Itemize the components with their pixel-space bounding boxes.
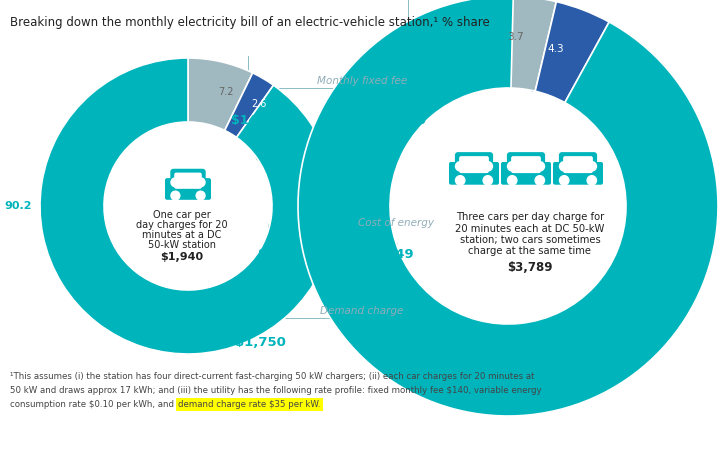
FancyBboxPatch shape xyxy=(449,162,499,185)
Text: $1,750: $1,750 xyxy=(235,336,285,349)
Wedge shape xyxy=(225,73,274,138)
FancyBboxPatch shape xyxy=(455,152,493,175)
FancyBboxPatch shape xyxy=(165,178,211,200)
Circle shape xyxy=(483,176,492,185)
Circle shape xyxy=(392,90,624,322)
Text: 50-kW station: 50-kW station xyxy=(148,240,216,250)
Circle shape xyxy=(456,162,465,171)
Text: One car per: One car per xyxy=(153,210,211,220)
Wedge shape xyxy=(40,58,336,354)
Text: demand charge rate $35 per kW.: demand charge rate $35 per kW. xyxy=(178,400,320,409)
Text: $50: $50 xyxy=(258,248,286,261)
Text: Demand charge: Demand charge xyxy=(320,306,404,316)
Text: 50 kW and draws approx 17 kWh; and (iii) the utility has the following rate prof: 50 kW and draws approx 17 kWh; and (iii)… xyxy=(10,386,541,395)
Circle shape xyxy=(587,176,596,185)
Text: station; two cars sometimes: station; two cars sometimes xyxy=(459,235,600,245)
Wedge shape xyxy=(188,58,253,130)
Text: 3.7: 3.7 xyxy=(507,32,523,42)
Text: day charges for 20: day charges for 20 xyxy=(136,220,228,230)
Circle shape xyxy=(535,162,544,171)
Text: 90.2: 90.2 xyxy=(4,201,32,211)
Text: ¹This assumes (i) the station has four direct-current fast-charging 50 kW charge: ¹This assumes (i) the station has four d… xyxy=(10,372,534,381)
Circle shape xyxy=(171,178,180,187)
Circle shape xyxy=(456,176,465,185)
Text: Monthly fixed fee: Monthly fixed fee xyxy=(317,76,407,86)
FancyBboxPatch shape xyxy=(171,169,206,191)
Wedge shape xyxy=(535,2,609,103)
Text: $3,500: $3,500 xyxy=(392,336,444,349)
FancyBboxPatch shape xyxy=(553,162,603,185)
Wedge shape xyxy=(298,0,718,416)
Circle shape xyxy=(196,191,205,200)
FancyBboxPatch shape xyxy=(174,173,202,189)
Wedge shape xyxy=(508,0,557,91)
Text: Three cars per day charge for: Three cars per day charge for xyxy=(456,212,604,222)
Text: minutes at a DC: minutes at a DC xyxy=(143,230,222,240)
FancyBboxPatch shape xyxy=(501,162,551,185)
FancyBboxPatch shape xyxy=(511,156,541,173)
Text: charge at the same time: charge at the same time xyxy=(469,247,592,257)
Circle shape xyxy=(171,191,180,200)
Text: 7.2: 7.2 xyxy=(218,87,233,97)
Text: 20 minutes each at DC 50-kW: 20 minutes each at DC 50-kW xyxy=(455,223,605,233)
Text: consumption rate $0.10 per kWh, and: consumption rate $0.10 per kWh, and xyxy=(10,400,176,409)
FancyBboxPatch shape xyxy=(507,152,545,175)
FancyBboxPatch shape xyxy=(459,156,489,173)
Circle shape xyxy=(106,124,270,288)
Circle shape xyxy=(508,176,517,185)
Circle shape xyxy=(587,162,596,171)
Text: $149: $149 xyxy=(377,248,413,261)
Text: $1,940: $1,940 xyxy=(161,252,204,262)
Text: Breaking down the monthly electricity bill of an electric-vehicle station,¹ % sh: Breaking down the monthly electricity bi… xyxy=(10,16,490,29)
Circle shape xyxy=(535,176,544,185)
Text: $140: $140 xyxy=(230,114,266,127)
Text: $140: $140 xyxy=(390,114,426,127)
Circle shape xyxy=(559,176,569,185)
Text: Cost of energy: Cost of energy xyxy=(358,218,434,228)
Text: 4.3: 4.3 xyxy=(548,44,564,54)
Circle shape xyxy=(483,162,492,171)
Circle shape xyxy=(559,162,569,171)
Circle shape xyxy=(508,162,517,171)
FancyBboxPatch shape xyxy=(563,156,593,173)
Text: 2.6: 2.6 xyxy=(251,99,266,109)
Circle shape xyxy=(196,178,205,187)
FancyBboxPatch shape xyxy=(559,152,597,175)
Text: $3,789: $3,789 xyxy=(508,261,553,274)
